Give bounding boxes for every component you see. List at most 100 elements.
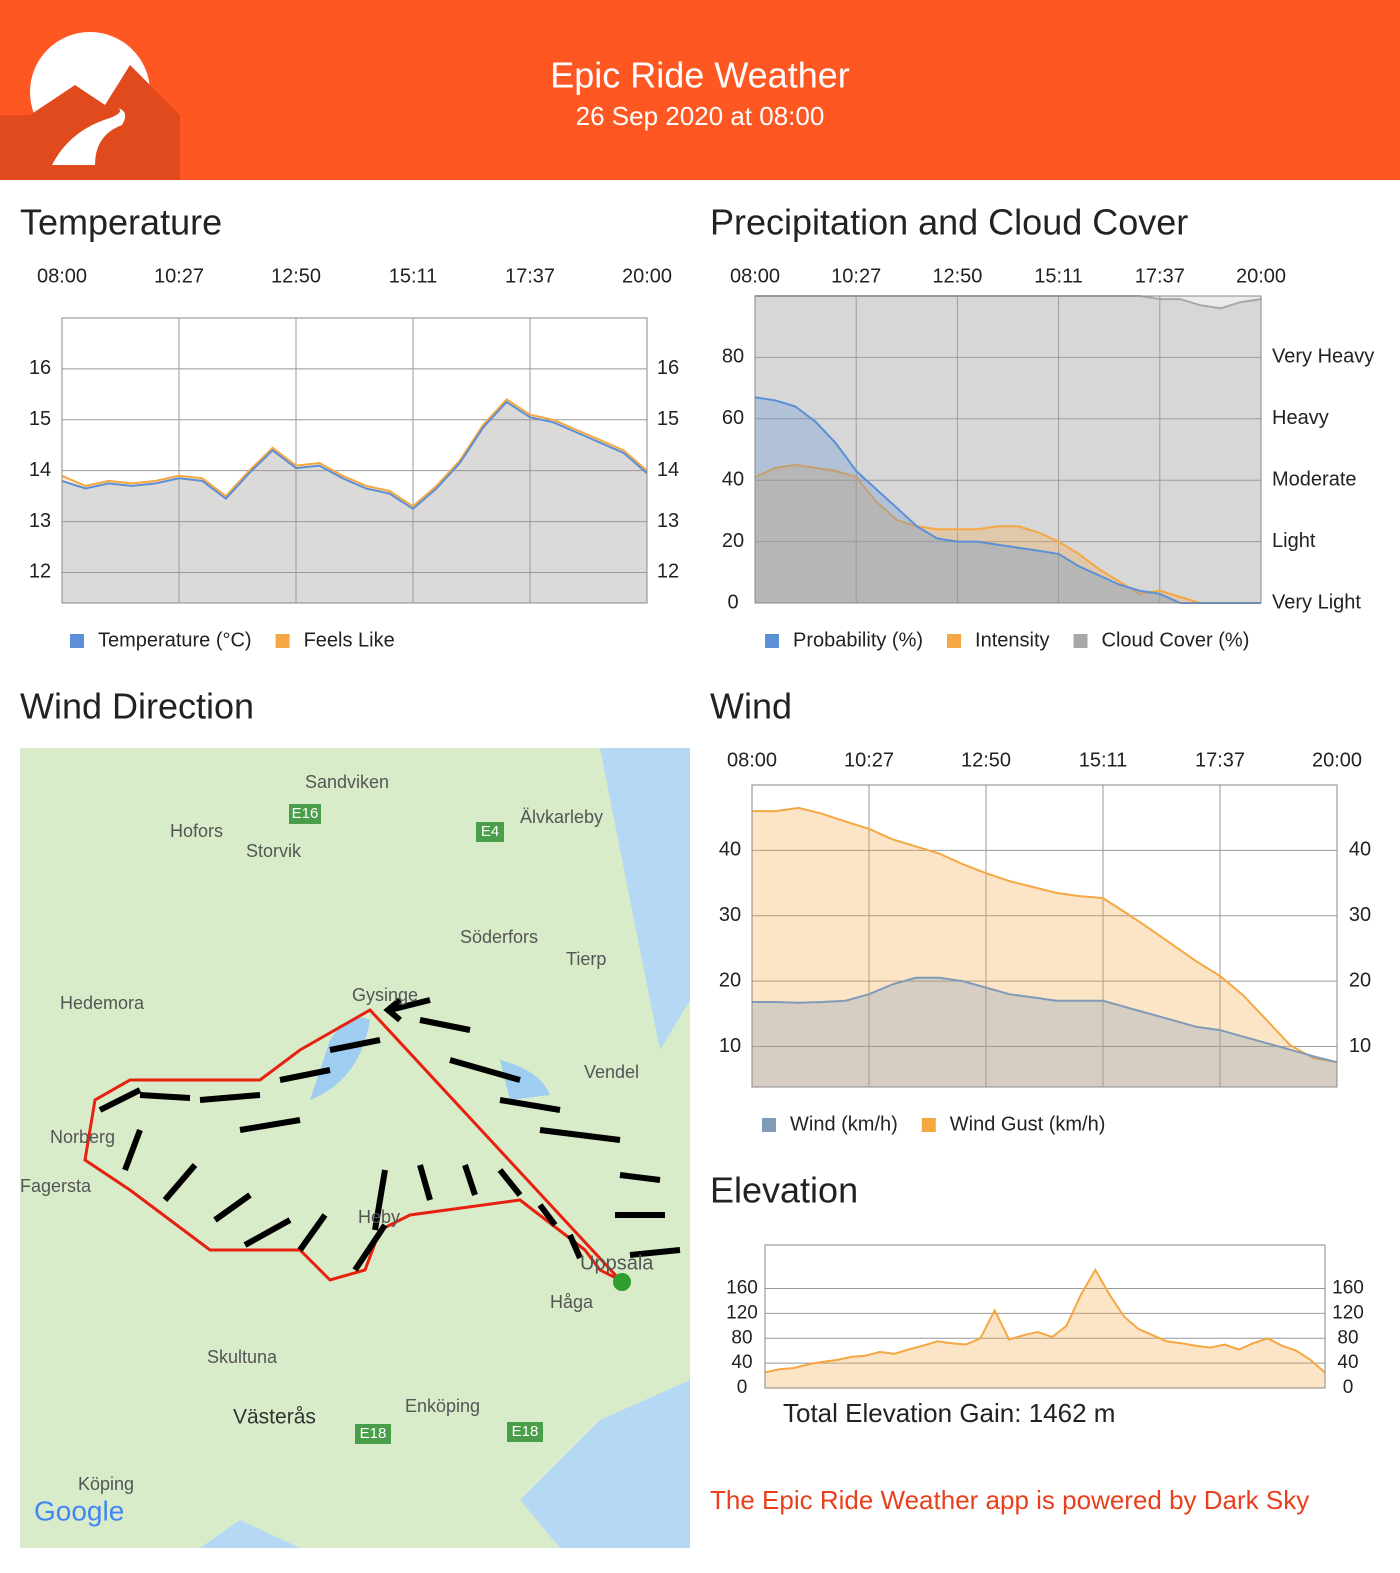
- legend-swatch: [921, 1118, 936, 1132]
- x-tick-label: 20:00: [622, 265, 672, 287]
- y-tick-label: 16: [29, 357, 51, 379]
- place: Fagersta: [20, 1176, 92, 1196]
- x-tick-label: 08:00: [37, 265, 87, 287]
- road-label: E18: [360, 1425, 387, 1442]
- legend-swatch: [762, 1118, 776, 1132]
- place: Vendel: [584, 1062, 639, 1082]
- x-tick-label: 08:00: [730, 265, 780, 287]
- line: [764, 1267, 1326, 1374]
- legend-label: Intensity: [975, 629, 1049, 651]
- y2-tick-label: 20: [1349, 969, 1371, 991]
- y-tick-label: 13: [29, 510, 51, 532]
- x-tick-label: 12:50: [932, 265, 982, 287]
- y2-tick-label: Heavy: [1272, 407, 1329, 429]
- place: Uppsala: [580, 1252, 654, 1274]
- x-tick-label: 15:11: [389, 265, 438, 287]
- area: [755, 464, 1261, 603]
- legend-swatch: [70, 634, 84, 648]
- legend-label: Feels Like: [304, 629, 395, 651]
- legend-label: Wind Gust (km/h): [950, 1113, 1106, 1135]
- x-tick-label: 12:50: [961, 749, 1011, 771]
- x-tick-label: 17:37: [1195, 749, 1245, 771]
- y-tick-label: 80: [731, 1327, 752, 1348]
- y-tick-label: 30: [719, 904, 741, 926]
- chart-title: Temperature: [20, 202, 222, 243]
- map-title: Wind Direction: [20, 686, 254, 727]
- place: Tierp: [566, 949, 606, 969]
- legend-label: Cloud Cover (%): [1102, 629, 1250, 651]
- place: Enköping: [405, 1396, 480, 1416]
- header-bar: [0, 0, 1400, 180]
- area: [752, 977, 1337, 1087]
- elevation-gain: Total Elevation Gain: 1462 m: [783, 1398, 1115, 1428]
- google-logo: Google: [34, 1495, 124, 1526]
- y-tick-label: 40: [722, 468, 744, 490]
- legend-label: Wind (km/h): [790, 1113, 898, 1135]
- place: Skultuna: [207, 1347, 278, 1367]
- y-tick-label: 120: [726, 1302, 758, 1323]
- area: [752, 807, 1337, 1087]
- logo: [0, 32, 180, 180]
- y2-tick-label: 12: [657, 561, 679, 583]
- place: Hedemora: [60, 993, 145, 1013]
- place: Håga: [550, 1292, 594, 1312]
- area: [62, 402, 647, 603]
- y-tick-label: 14: [29, 459, 51, 481]
- chart-title: Wind: [710, 686, 792, 727]
- y-tick-label: 0: [727, 591, 738, 613]
- x-tick-label: 20:00: [1312, 749, 1362, 771]
- place: Älvkarleby: [520, 807, 603, 827]
- y2-tick-label: Moderate: [1272, 468, 1357, 490]
- x-tick-label: 10:27: [844, 749, 894, 771]
- x-tick-label: 15:11: [1034, 265, 1083, 287]
- legend-swatch: [275, 634, 290, 648]
- map: E16 E4 E18 E18 Sandviken Hofors Storvik …: [20, 748, 690, 1548]
- area: [755, 296, 1261, 603]
- plot-area: [765, 1245, 1325, 1388]
- chart-title: Precipitation and Cloud Cover: [710, 202, 1188, 243]
- plot-frame: [754, 295, 1262, 604]
- y2-tick-label: 40: [1337, 1352, 1358, 1373]
- x-tick-label: 20:00: [1236, 265, 1286, 287]
- y-tick-label: 60: [722, 407, 744, 429]
- area: [765, 1269, 1325, 1388]
- place: Norberg: [50, 1127, 115, 1147]
- road-label: E16: [292, 805, 319, 822]
- legend-swatch: [765, 634, 779, 648]
- y-tick-label: 0: [737, 1377, 748, 1398]
- legend-label: Probability (%): [793, 629, 923, 651]
- y2-tick-label: 40: [1349, 839, 1371, 861]
- footer: The Epic Ride Weather app is powered by …: [710, 1485, 1309, 1515]
- place: Heby: [358, 1207, 400, 1227]
- x-tick-label: 08:00: [727, 749, 777, 771]
- line: [754, 396, 1261, 604]
- area: [755, 397, 1261, 603]
- plot-frame: [751, 784, 1338, 1088]
- y2-tick-label: 16: [657, 357, 679, 379]
- y2-tick-label: 0: [1343, 1377, 1354, 1398]
- x-tick-label: 17:37: [505, 265, 555, 287]
- y-tick-label: 40: [731, 1352, 752, 1373]
- y-tick-label: 12: [29, 561, 51, 583]
- legend-swatch: [947, 634, 962, 648]
- y2-tick-label: 120: [1332, 1302, 1364, 1323]
- y2-tick-label: 13: [657, 510, 679, 532]
- x-tick-label: 10:27: [831, 265, 881, 287]
- x-tick-label: 15:11: [1079, 749, 1128, 771]
- place: Västerås: [233, 1406, 316, 1429]
- plot-area: [62, 318, 647, 603]
- road-label: E18: [512, 1423, 539, 1440]
- y2-tick-label: 10: [1349, 1035, 1371, 1057]
- line: [61, 400, 648, 511]
- y2-tick-label: Very Heavy: [1272, 346, 1374, 368]
- place: Sandviken: [305, 772, 389, 792]
- plot-area: [752, 785, 1337, 1087]
- y2-tick-label: 80: [1337, 1327, 1358, 1348]
- y2-tick-label: Very Light: [1272, 591, 1361, 613]
- y-tick-label: 10: [719, 1035, 741, 1057]
- x-tick-label: 12:50: [271, 265, 321, 287]
- y2-tick-label: 14: [657, 459, 679, 481]
- date: 26 Sep 2020 at 08:00: [576, 101, 825, 131]
- place: Köping: [78, 1474, 134, 1494]
